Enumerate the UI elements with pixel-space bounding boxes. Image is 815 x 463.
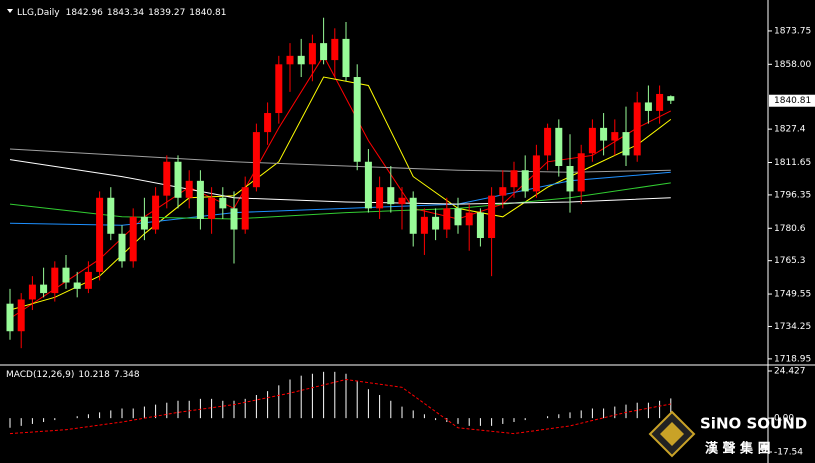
candle-body <box>544 127 552 156</box>
candle-body <box>364 161 372 209</box>
candle-body <box>409 197 417 234</box>
candle-body <box>252 132 260 188</box>
candle-body <box>96 197 104 272</box>
candle-body <box>420 216 428 234</box>
candle-body <box>264 113 272 133</box>
candle-body <box>297 55 305 65</box>
candle-body <box>644 102 652 111</box>
chart-header: LLG,Daily 1842.96 1843.34 1839.27 1840.81 <box>17 8 227 18</box>
candle-body <box>174 161 182 198</box>
candle-body <box>532 155 540 192</box>
candle-body <box>387 187 395 205</box>
y-tick-label: 1749.55 <box>774 290 811 300</box>
symbol: LLG,Daily <box>17 8 60 18</box>
candle-body <box>219 197 227 209</box>
candle-body <box>432 216 440 230</box>
candle-body <box>129 216 137 262</box>
candle-body <box>577 153 585 192</box>
header-triangle <box>7 9 13 13</box>
candle-body <box>488 195 496 239</box>
candle-body <box>454 208 462 226</box>
y-tick-label: 1827.4 <box>774 125 806 135</box>
candle-body <box>667 96 675 101</box>
high: 1843.34 <box>107 8 144 18</box>
candle-body <box>152 195 160 230</box>
candle-body <box>308 43 316 65</box>
y-tick-label: 1718.95 <box>774 354 811 364</box>
candle-body <box>499 187 507 196</box>
y-tick-label: 1873.75 <box>774 26 811 36</box>
logo <box>648 410 696 458</box>
candle-body <box>275 64 283 114</box>
candle-body <box>320 43 328 61</box>
candle-body <box>286 55 294 65</box>
candle-body <box>208 197 216 219</box>
candle-body <box>588 127 596 154</box>
y-tick-label: 1734.25 <box>774 322 811 332</box>
candle-body <box>185 180 193 198</box>
candle-body <box>510 170 518 188</box>
y-tick-label: 1780.6 <box>774 224 806 234</box>
candle-body <box>342 38 350 78</box>
logo-subtitle: 漢 聲 集 團 <box>705 441 771 457</box>
macd-title: MACD(12,26,9) <box>6 370 74 380</box>
low: 1839.27 <box>148 8 185 18</box>
signal-line <box>9 378 671 435</box>
candle-body <box>17 299 25 332</box>
y-tick-label: 1811.65 <box>774 158 811 168</box>
candle-body <box>566 165 574 192</box>
close: 1840.81 <box>189 8 226 18</box>
candle-body <box>62 267 70 283</box>
candle-body <box>398 197 406 205</box>
candle-body <box>555 127 563 166</box>
last-price-label: 1840.81 <box>774 96 811 106</box>
candle-body <box>241 187 249 230</box>
candle-body <box>140 216 148 230</box>
candle-body <box>521 170 529 192</box>
open: 1842.96 <box>66 8 103 18</box>
candle-body <box>622 132 630 156</box>
signal-value: 7.348 <box>114 370 140 380</box>
candle-body <box>443 208 451 230</box>
candle-body <box>656 93 664 111</box>
candle-body <box>230 208 238 230</box>
logo-inner <box>660 422 684 446</box>
candle-body <box>331 38 339 61</box>
candle-body <box>118 233 126 262</box>
candle-body <box>611 132 619 141</box>
candle-body <box>376 187 384 209</box>
candle-body <box>51 267 59 294</box>
y-tick-label: 24.427 <box>774 367 806 377</box>
logo-name: SiNO SOUND <box>700 415 807 433</box>
candle-body <box>6 303 14 332</box>
last-price-box <box>769 94 815 107</box>
candle-body <box>196 180 204 219</box>
candle-body <box>353 77 361 162</box>
y-tick-label: 1765.3 <box>774 256 806 266</box>
macd-header: MACD(12,26,9) 10.218 7.348 <box>6 370 140 380</box>
macd-value: 10.218 <box>78 370 110 380</box>
candle-body <box>84 271 92 289</box>
candle-body <box>73 282 81 289</box>
candle-body <box>28 284 36 300</box>
candle-body <box>107 197 115 234</box>
y-tick-label: -17.54 <box>774 448 803 458</box>
y-tick-label: 1796.35 <box>774 190 811 200</box>
candle-body <box>465 212 473 226</box>
y-tick-label: 0.00 <box>774 414 794 424</box>
candle-body <box>163 161 171 196</box>
candle-body <box>40 284 48 294</box>
candle-body <box>600 127 608 141</box>
y-tick-label: 1858.00 <box>774 60 811 70</box>
candle-body <box>476 212 484 239</box>
candle-body <box>633 102 641 156</box>
